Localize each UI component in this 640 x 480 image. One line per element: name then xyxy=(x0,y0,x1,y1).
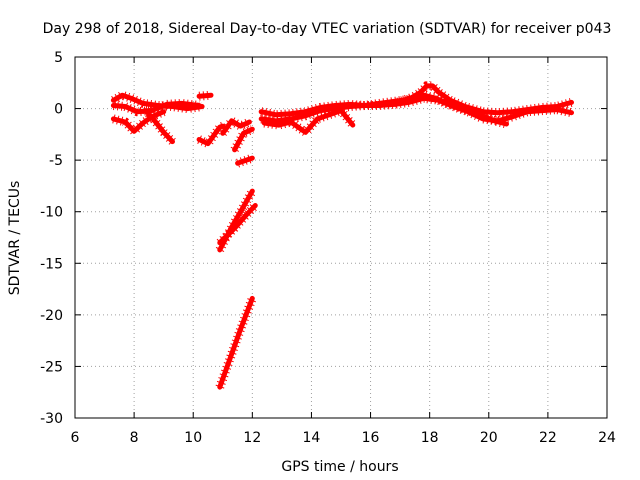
x-tick-label: 16 xyxy=(362,430,380,446)
series-line xyxy=(232,126,255,153)
x-tick-label: 14 xyxy=(303,430,321,446)
x-tick-label: 20 xyxy=(480,430,498,446)
x-axis-label: GPS time / hours xyxy=(281,459,398,475)
series-markers xyxy=(197,121,225,150)
series-track-e xyxy=(196,90,214,101)
series-track-b xyxy=(110,98,202,117)
series-track-d xyxy=(142,107,176,145)
x-tick-label: 10 xyxy=(184,430,202,446)
series-track-f xyxy=(196,121,226,150)
axis-ticks xyxy=(74,56,608,419)
series-track-h xyxy=(230,125,255,153)
x-tick-label: 6 xyxy=(71,430,80,446)
series-track-o xyxy=(261,105,357,139)
series-track-l xyxy=(215,295,257,390)
series-track-k xyxy=(216,202,259,246)
series-markers xyxy=(263,105,357,139)
plot-frame xyxy=(74,56,608,419)
y-tick-label: -15 xyxy=(40,256,63,272)
series-markers xyxy=(392,90,508,129)
x-tick-label: 12 xyxy=(243,430,261,446)
series-markers xyxy=(260,93,573,126)
series-line xyxy=(217,295,255,390)
series-markers xyxy=(142,107,176,145)
series-track-n xyxy=(258,93,574,126)
chart-title: Day 298 of 2018, Sidereal Day-to-day VTE… xyxy=(43,21,612,37)
y-tick-label: -10 xyxy=(40,205,63,221)
series-track-i xyxy=(235,153,255,168)
series-line xyxy=(196,92,214,99)
series-markers xyxy=(111,90,203,114)
series-markers xyxy=(260,81,573,126)
series-line xyxy=(217,203,258,246)
y-tick-labels: 5 0 -5 -10 -15 -20 -25 -30 xyxy=(40,50,63,427)
y-tick-label: 5 xyxy=(54,50,63,66)
series-track-p xyxy=(391,90,509,129)
series-line xyxy=(110,100,202,115)
series-track-a xyxy=(110,90,205,114)
y-tick-label: -25 xyxy=(40,359,63,375)
series-markers xyxy=(219,114,252,136)
y-axis-label: SDTVAR / TECUs xyxy=(7,181,23,296)
grid-lines xyxy=(75,57,607,418)
series-line xyxy=(235,155,255,166)
series-track-g xyxy=(219,114,252,136)
x-tick-labels: 6 8 10 12 14 16 18 20 22 24 xyxy=(71,430,616,446)
x-tick-label: 18 xyxy=(421,430,439,446)
y-tick-label: -30 xyxy=(40,411,63,427)
x-tick-label: 22 xyxy=(539,430,557,446)
x-tick-label: 24 xyxy=(598,430,616,446)
y-tick-label: 0 xyxy=(54,102,63,118)
y-tick-label: -20 xyxy=(40,308,63,324)
data-series xyxy=(110,81,574,390)
y-tick-label: -5 xyxy=(49,153,63,169)
x-tick-label: 8 xyxy=(130,430,139,446)
